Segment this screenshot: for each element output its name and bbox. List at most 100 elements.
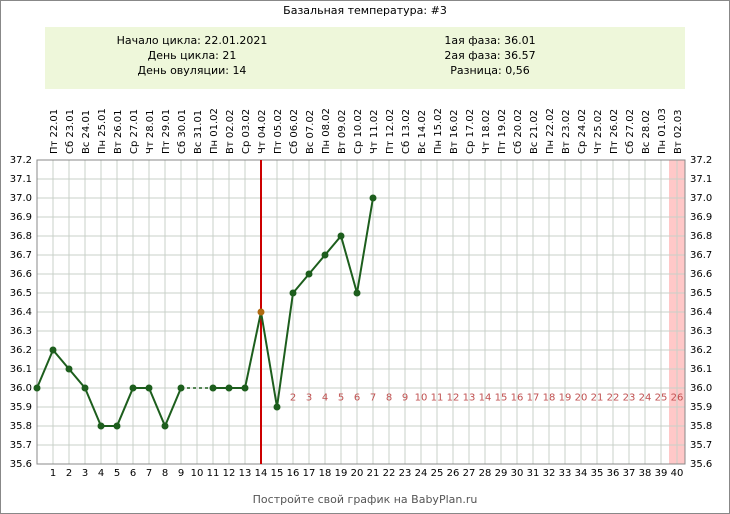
x-tick-label: 15 [271,468,284,479]
x-tick-label: 26 [447,468,460,479]
y-tick-label: 35.6 [10,459,32,470]
info-box [45,27,685,89]
x-tick-label: 24 [415,468,428,479]
phase-day-number: 21 [591,393,604,404]
y-tick-label: 36.5 [690,288,712,299]
data-point [129,384,137,392]
phase-day-number: 23 [623,393,636,404]
x-tick-label: 37 [623,468,636,479]
x-date-label: Вс 24.01 [81,110,92,154]
x-tick-label: 40 [671,468,684,479]
x-tick-label: 29 [495,468,508,479]
data-point [321,251,329,259]
x-tick-label: 33 [559,468,572,479]
y-tick-label: 35.7 [10,440,32,451]
y-tick-label: 35.9 [690,402,712,413]
x-date-label: Вт 02.03 [673,110,684,155]
x-date-label: Пн 01.02 [209,108,220,154]
phase-day-number: 3 [306,393,312,404]
x-date-label: Чт 28.01 [145,110,156,155]
phase-day-number: 8 [386,393,392,404]
data-point [289,289,297,297]
data-point [209,384,217,392]
x-date-label: Чт 18.02 [481,110,492,155]
y-tick-label: 36.9 [690,212,712,223]
y-tick-label: 37.0 [10,193,32,204]
phase-day-number: 22 [607,393,620,404]
x-date-label: Вс 21.02 [529,110,540,154]
data-point [353,289,361,297]
footer: Постройте свой график на BabyPlan.ru [253,493,478,506]
x-date-label: Ср 27.01 [129,109,140,154]
y-tick-label: 36.3 [10,326,32,337]
x-tick-label: 38 [639,468,652,479]
info-text: 1ая фаза: 36.01 [444,34,535,47]
x-tick-label: 39 [655,468,668,479]
data-point [369,194,377,202]
phase-day-number: 24 [639,393,652,404]
x-date-label: Чт 11.02 [369,110,380,155]
y-tick-label: 36.0 [690,383,712,394]
y-tick-label: 36.3 [690,326,712,337]
data-point [145,384,153,392]
y-tick-label: 35.6 [690,459,712,470]
info-text: День овуляции: 14 [138,64,247,77]
x-tick-label: 8 [162,468,168,479]
x-tick-label: 7 [146,468,152,479]
x-tick-label: 16 [287,468,300,479]
phase-day-number: 15 [495,393,508,404]
x-tick-label: 13 [239,468,252,479]
x-tick-label: 5 [114,468,120,479]
x-date-label: Вс 07.02 [305,110,316,154]
chart-title: Базальная температура: #3 [283,4,447,17]
data-point [273,403,281,411]
x-date-label: Вс 31.01 [193,110,204,154]
y-tick-label: 36.2 [690,345,712,356]
y-tick-label: 36.9 [10,212,32,223]
x-date-label: Сб 30.01 [177,109,188,154]
info-text: 2ая фаза: 36.57 [444,49,535,62]
phase-day-number: 14 [479,393,492,404]
phase-day-number: 20 [575,393,588,404]
x-date-label: Пт 22.01 [49,109,60,154]
data-point [305,270,313,278]
x-tick-label: 23 [399,468,412,479]
x-date-label: Пт 19.02 [497,109,508,154]
x-date-label: Пн 15.02 [433,108,444,154]
y-tick-label: 37.2 [690,155,712,166]
y-tick-label: 36.7 [10,250,32,261]
phase-day-number: 5 [338,393,344,404]
y-tick-label: 37.0 [690,193,712,204]
x-tick-label: 35 [591,468,604,479]
x-tick-label: 22 [383,468,396,479]
phase-day-number: 16 [511,393,524,404]
x-tick-label: 3 [82,468,88,479]
x-date-label: Сб 20.02 [513,109,524,154]
y-tick-label: 36.8 [690,231,712,242]
y-tick-label: 36.8 [10,231,32,242]
x-date-label: Вт 09.02 [337,110,348,155]
x-tick-label: 6 [130,468,136,479]
data-point [225,384,233,392]
x-tick-label: 19 [335,468,348,479]
data-point [113,422,121,430]
y-tick-label: 35.7 [690,440,712,451]
x-date-label: Пн 22.02 [545,108,556,154]
x-date-label: Сб 23.01 [65,109,76,154]
x-date-label: Вт 02.02 [225,110,236,155]
y-tick-label: 36.4 [690,307,712,318]
x-tick-label: 32 [543,468,556,479]
phase-day-number: 25 [655,393,668,404]
x-date-label: Вт 26.01 [113,110,124,155]
phase-day-number: 9 [402,393,408,404]
phase-day-number: 2 [290,393,296,404]
x-tick-label: 20 [351,468,364,479]
data-point [177,384,185,392]
x-date-label: Вс 14.02 [417,110,428,154]
plot-border [36,159,686,465]
x-tick-label: 2 [66,468,72,479]
x-tick-label: 25 [431,468,444,479]
phase-day-number: 7 [370,393,376,404]
y-tick-label: 36.4 [10,307,32,318]
